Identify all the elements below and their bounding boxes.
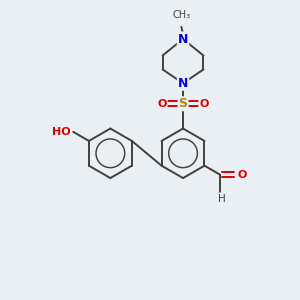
Text: O: O <box>200 99 209 109</box>
Text: N: N <box>178 77 188 90</box>
Text: N: N <box>178 32 188 46</box>
Text: O: O <box>157 99 167 109</box>
Text: CH₃: CH₃ <box>172 10 190 20</box>
Text: S: S <box>178 97 188 110</box>
Text: HO: HO <box>52 127 71 137</box>
Text: O: O <box>237 170 247 180</box>
Text: H: H <box>218 194 226 203</box>
